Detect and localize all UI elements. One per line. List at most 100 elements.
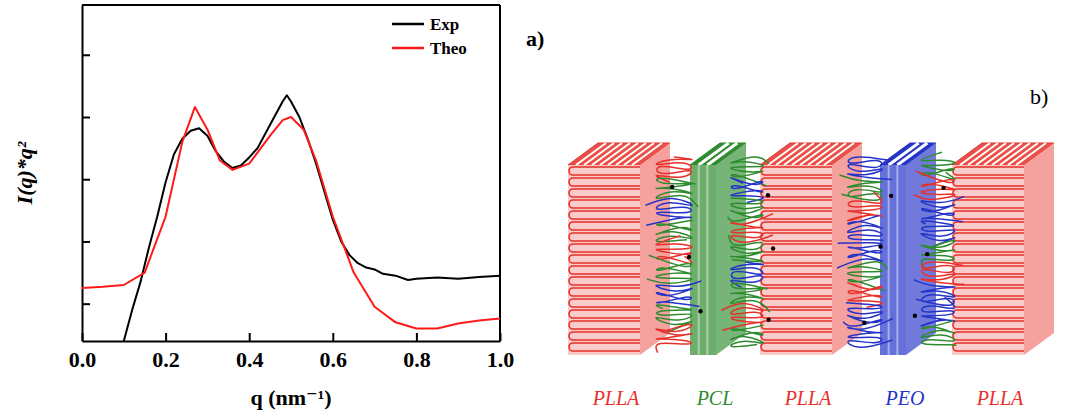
x-tick: 0.2 bbox=[152, 333, 180, 372]
stripe bbox=[888, 165, 890, 355]
amorphous-chain bbox=[731, 325, 763, 346]
junction-dot bbox=[687, 255, 691, 259]
x-tick-label: 0.0 bbox=[69, 347, 97, 372]
chain-fold bbox=[953, 343, 1024, 351]
amorphous-chain bbox=[729, 235, 764, 261]
x-tick-mark bbox=[332, 333, 334, 341]
chain-fold bbox=[761, 343, 832, 351]
figure: 0.00.20.40.60.81.0ExpTheoq (nm⁻¹)I(q)*q²… bbox=[0, 0, 1067, 418]
crystal-layer bbox=[760, 143, 862, 355]
chain-fold bbox=[761, 255, 832, 263]
chain-fold bbox=[953, 200, 1024, 208]
amorphous-chain bbox=[656, 220, 692, 241]
y-tick-mark bbox=[82, 179, 90, 181]
stripe bbox=[576, 143, 606, 165]
layer-front bbox=[880, 165, 906, 355]
x-tick: 0.8 bbox=[403, 333, 431, 372]
chain-fold bbox=[953, 167, 1024, 175]
y-tick bbox=[82, 117, 90, 118]
junction-dot bbox=[862, 320, 866, 324]
stripe bbox=[776, 143, 806, 165]
chain-fold bbox=[761, 233, 832, 241]
stripe bbox=[808, 143, 838, 165]
chain-fold bbox=[761, 332, 832, 340]
y-axis bbox=[82, 6, 90, 342]
legend-label: Theo bbox=[430, 39, 467, 58]
chain-fold bbox=[761, 266, 832, 274]
layer-front bbox=[760, 165, 832, 355]
chain-fold bbox=[761, 178, 832, 186]
chain-fold bbox=[953, 211, 1024, 219]
chain-fold bbox=[953, 332, 1024, 340]
x-tick-mark bbox=[249, 333, 251, 341]
stripe bbox=[616, 143, 646, 165]
y-tick-mark bbox=[82, 303, 90, 305]
x-tick-label: 0.8 bbox=[403, 347, 431, 372]
chain-fold bbox=[569, 233, 640, 241]
x-tick-mark bbox=[165, 333, 167, 341]
chain-fold bbox=[953, 321, 1024, 329]
stripe bbox=[592, 143, 622, 165]
chain-fold bbox=[569, 189, 640, 197]
stripe bbox=[960, 143, 990, 165]
chain-fold bbox=[761, 277, 832, 285]
amorphous-chain bbox=[731, 214, 773, 243]
stripe bbox=[706, 165, 708, 355]
stripe bbox=[792, 143, 822, 165]
legend-label: Exp bbox=[430, 15, 459, 34]
stripe bbox=[584, 143, 614, 165]
amorphous-chain bbox=[843, 303, 882, 326]
plot-area bbox=[82, 95, 500, 341]
chain-fold bbox=[569, 244, 640, 252]
chain-fold bbox=[953, 233, 1024, 241]
y-tick bbox=[82, 55, 90, 56]
x-tick-label: 0.6 bbox=[320, 347, 348, 372]
x-tick: 1.0 bbox=[487, 333, 515, 372]
amorphous-chain bbox=[921, 241, 955, 269]
panel-label: b) bbox=[1030, 84, 1048, 109]
junction-dot bbox=[771, 246, 775, 250]
x-axis: 0.0 0.2 0.4 0.6 0.8 1.0 bbox=[69, 333, 515, 372]
stripe bbox=[976, 143, 1006, 165]
layer-label: PLLA bbox=[784, 387, 832, 409]
chain-fold bbox=[569, 255, 640, 263]
chain-fold bbox=[569, 211, 640, 219]
stripe bbox=[608, 143, 638, 165]
amorphous-chain bbox=[921, 196, 964, 221]
crystal-layer bbox=[568, 143, 670, 355]
frame-top bbox=[82, 4, 500, 6]
amorphous-chain bbox=[914, 171, 955, 199]
amorphous-chain bbox=[848, 319, 893, 348]
amorphous-chain bbox=[647, 255, 692, 283]
x-tick-mark bbox=[500, 333, 502, 341]
chain-fold bbox=[761, 244, 832, 252]
panel-label: a) bbox=[526, 26, 544, 51]
schematic: PLLAPCLPLLAPEOPLLAb) bbox=[568, 84, 1054, 409]
chain-fold bbox=[569, 321, 640, 329]
y-tick bbox=[82, 304, 90, 305]
chain-fold bbox=[569, 277, 640, 285]
layer-front bbox=[568, 165, 640, 355]
x-tick-label: 0.4 bbox=[236, 347, 264, 372]
chain-fold bbox=[761, 167, 832, 175]
chain-fold bbox=[953, 255, 1024, 263]
chain-fold bbox=[953, 266, 1024, 274]
legend: Exp Theo bbox=[392, 15, 467, 58]
amorphous-chain bbox=[921, 321, 956, 346]
stripe bbox=[992, 143, 1022, 165]
legend-swatch bbox=[392, 47, 424, 50]
chain-fold bbox=[761, 310, 832, 318]
y-tick-mark bbox=[82, 117, 90, 119]
x-tick-label: 0.2 bbox=[152, 347, 180, 372]
chain-fold bbox=[569, 310, 640, 318]
chain-fold bbox=[569, 222, 640, 230]
amorphous-chain bbox=[728, 198, 764, 221]
stripe bbox=[984, 143, 1014, 165]
layer-front bbox=[690, 165, 716, 355]
x-tick-label: 1.0 bbox=[487, 347, 515, 372]
junction-dot bbox=[766, 193, 770, 197]
amorphous-chain bbox=[656, 325, 692, 353]
layer-label: PEO bbox=[885, 387, 925, 409]
junction-dot bbox=[766, 318, 770, 322]
layer-label: PCL bbox=[696, 387, 734, 409]
